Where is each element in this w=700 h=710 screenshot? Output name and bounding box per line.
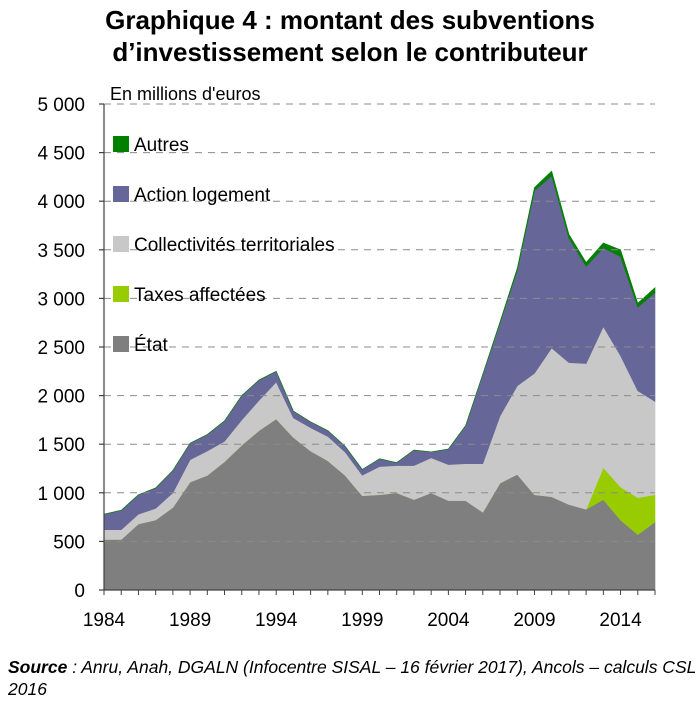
x-tick-label: 1999 <box>341 610 383 631</box>
y-tick-label: 3 000 <box>37 289 85 310</box>
y-tick-label: 1 500 <box>37 435 85 456</box>
legend-swatch <box>113 136 129 152</box>
title-line-1: Graphique 4 : montant des subventions <box>105 5 595 35</box>
y-tick-label: 4 500 <box>37 144 85 165</box>
area-series-4 <box>103 170 656 515</box>
title-line-2: d’investissement selon le contributeur <box>112 37 588 67</box>
x-tick-label: 1989 <box>169 610 211 631</box>
source-text: : Anru, Anah, DGALN (Infocentre SISAL – … <box>8 657 697 699</box>
legend-label: Autres <box>134 135 189 156</box>
axes <box>99 103 656 595</box>
x-tick-label: 1984 <box>83 610 126 631</box>
x-tick-label: 1994 <box>255 610 298 631</box>
y-tick-label: 2 500 <box>37 338 85 359</box>
y-tick-label: 500 <box>53 532 85 553</box>
legend-swatch <box>113 186 129 202</box>
legend-label: Collectivités territoriales <box>134 235 335 256</box>
legend: Autres Action logement Collectivités terri… <box>113 135 335 356</box>
chart-title: Graphique 4 : montant des subventions d’… <box>0 4 700 68</box>
x-tick-labels: 1984 1989 1994 1999 2004 2009 2014 <box>83 610 642 631</box>
source-label: Source <box>8 657 68 677</box>
legend-swatch <box>113 236 129 252</box>
legend-label: Action logement <box>134 185 271 206</box>
gridlines <box>104 103 655 542</box>
legend-swatch <box>113 336 129 352</box>
y-tick-label: 3 500 <box>37 241 85 262</box>
area-layer <box>103 170 656 591</box>
x-tick-label: 2004 <box>427 610 470 631</box>
y-tick-label: 2 000 <box>37 387 85 408</box>
legend-label: Taxes affectées <box>134 285 266 306</box>
y-tick-label: 5 000 <box>37 95 85 116</box>
x-tick-label: 2009 <box>513 610 555 631</box>
legend-swatch <box>113 286 129 302</box>
y-tick-label: 0 <box>74 581 85 602</box>
legend-label: État <box>134 335 169 356</box>
unit-label: En millions d'euros <box>110 84 261 104</box>
source-note: Source : Anru, Anah, DGALN (Infocentre S… <box>8 656 698 700</box>
y-tick-label: 4 000 <box>37 192 85 213</box>
stacked-area-chart: 0 500 1 000 1 500 2 000 2 500 3 000 3 500 4 000 4… <box>37 84 656 631</box>
y-tick-label: 1 000 <box>37 484 85 505</box>
x-tick-label: 2014 <box>599 610 642 631</box>
y-tick-labels: 0 500 1 000 1 500 2 000 2 500 3 000 3 500 4 000 4… <box>37 95 85 602</box>
